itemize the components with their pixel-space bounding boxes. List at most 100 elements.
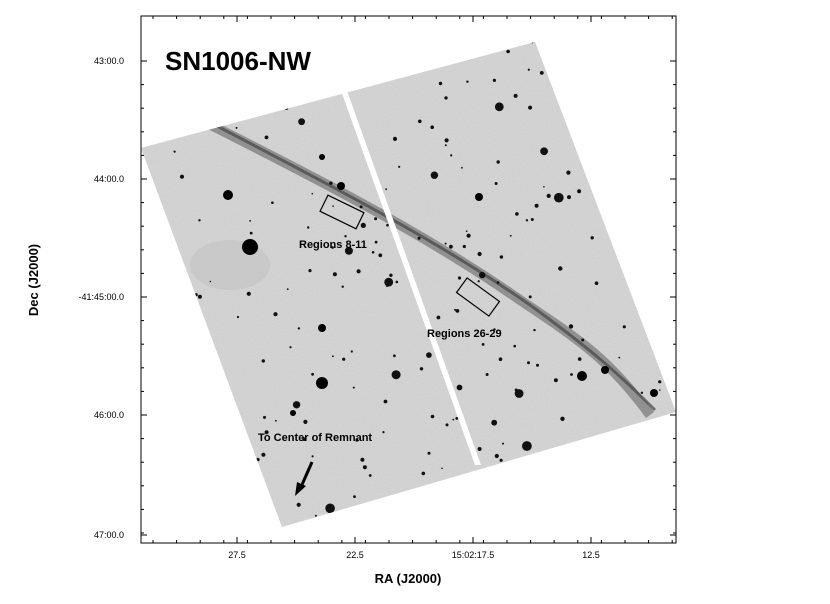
star	[633, 155, 636, 157]
star	[514, 389, 524, 398]
star	[260, 42, 264, 45]
star	[220, 82, 224, 85]
star	[513, 344, 516, 348]
star	[419, 495, 421, 498]
sky-image	[141, 42, 676, 527]
star	[513, 93, 518, 98]
star	[578, 124, 581, 128]
star	[630, 42, 642, 54]
star	[308, 269, 312, 273]
bright-star	[223, 190, 233, 200]
ticks: 27.5 22.5 15:02:17.5 12.5 43:00.0 44:00.0 -41:…	[78, 16, 676, 560]
star	[194, 293, 198, 297]
star	[157, 366, 160, 369]
star	[419, 367, 424, 371]
star	[250, 509, 255, 514]
star	[438, 81, 443, 86]
star	[421, 471, 426, 476]
x-tick-label: 15:02:17.5	[452, 550, 495, 560]
star	[216, 443, 219, 446]
star	[493, 328, 496, 331]
star	[553, 505, 556, 508]
star	[491, 419, 498, 426]
star	[543, 186, 545, 188]
star	[444, 144, 447, 147]
star	[527, 361, 530, 365]
star	[445, 423, 449, 427]
star	[303, 419, 308, 424]
star	[273, 312, 278, 317]
star	[444, 96, 448, 100]
star	[196, 350, 201, 355]
star	[634, 253, 637, 256]
star	[533, 328, 536, 332]
star	[583, 440, 587, 443]
star	[643, 117, 646, 120]
star	[492, 78, 496, 82]
star	[341, 285, 344, 288]
star	[455, 417, 459, 420]
star	[418, 119, 422, 124]
star	[570, 373, 573, 376]
star	[531, 42, 534, 44]
star	[653, 224, 656, 227]
y-axis-label: Dec (J2000)	[26, 244, 41, 316]
star	[177, 397, 180, 400]
star	[185, 493, 189, 497]
star	[231, 468, 236, 472]
star	[466, 233, 471, 238]
star	[350, 350, 353, 353]
star	[626, 192, 630, 196]
star	[360, 222, 366, 228]
star	[228, 117, 232, 120]
star	[498, 357, 503, 362]
star	[389, 273, 393, 277]
star	[402, 59, 406, 63]
star	[496, 160, 500, 164]
star	[205, 100, 208, 103]
star	[671, 236, 674, 239]
star	[392, 136, 398, 141]
star	[499, 458, 503, 462]
star	[577, 189, 582, 194]
star	[247, 99, 251, 104]
star	[209, 280, 212, 283]
star	[296, 502, 301, 507]
star	[529, 501, 534, 506]
star	[311, 372, 314, 376]
star	[451, 476, 463, 488]
bright-star	[290, 410, 296, 416]
star	[451, 513, 454, 516]
star	[179, 174, 185, 179]
star	[173, 150, 176, 153]
star	[297, 327, 301, 330]
star	[199, 427, 202, 431]
star	[502, 442, 504, 445]
star	[496, 281, 500, 284]
star	[566, 170, 571, 175]
star	[509, 234, 512, 237]
star	[205, 407, 210, 412]
star	[417, 236, 421, 240]
y-tick-label: 44:00.0	[94, 174, 124, 184]
star	[344, 246, 353, 255]
star	[455, 309, 460, 313]
region-box-2	[455, 277, 501, 317]
star	[618, 435, 623, 441]
star	[430, 125, 435, 129]
x-tick-label: 27.5	[228, 550, 246, 560]
star	[631, 463, 634, 466]
star	[567, 195, 571, 200]
star	[658, 380, 662, 384]
star	[465, 230, 468, 232]
star	[628, 195, 639, 206]
y-tick-label: 47:00.0	[94, 530, 124, 540]
star	[485, 373, 489, 376]
star	[430, 414, 435, 419]
star	[522, 441, 532, 451]
star	[563, 523, 568, 527]
star	[332, 355, 334, 358]
star	[314, 514, 317, 517]
star	[534, 203, 539, 208]
